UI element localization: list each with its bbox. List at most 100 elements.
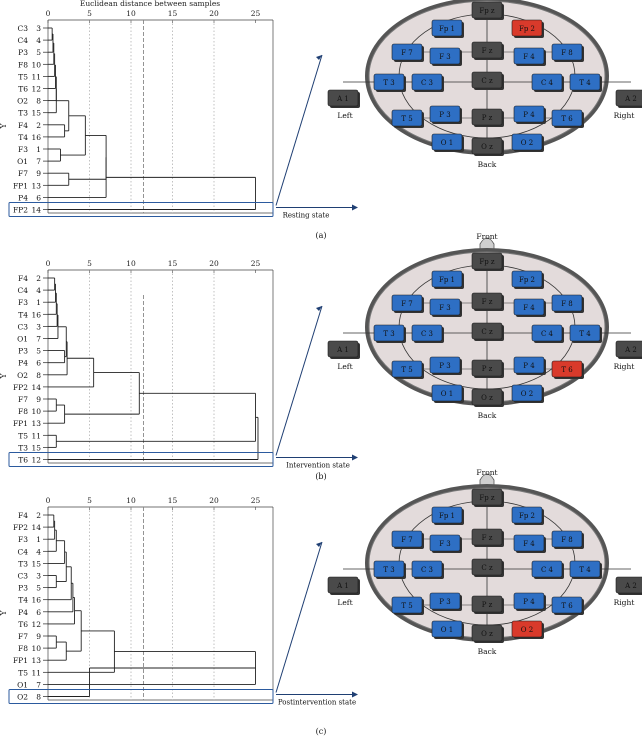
x-tick-label: 5 <box>87 9 92 18</box>
electrode-box <box>615 340 642 358</box>
row-label: T5 <box>18 72 28 81</box>
electrode-box <box>391 109 423 127</box>
electrode-label: A 2 <box>624 582 637 590</box>
electrode-label: O z <box>481 630 493 638</box>
highlight-box <box>8 452 274 467</box>
electrode-p3: P 3 <box>429 356 462 375</box>
electrode-label: C 4 <box>541 330 554 338</box>
electrode-box <box>411 324 443 342</box>
x-tick-label: 20 <box>209 259 219 268</box>
row-label: FP1 <box>13 656 28 665</box>
electrode-box <box>471 624 503 642</box>
row-number: 1 <box>36 145 41 154</box>
electrode-label: O 1 <box>441 139 453 147</box>
electrode-o2: O 2 <box>511 133 544 152</box>
dendrogram-title: Euclidean distance between samples <box>80 0 220 8</box>
y-axis-label: Y <box>0 610 8 617</box>
row-label: T6 <box>18 85 28 94</box>
electrode-label: O 1 <box>441 390 453 398</box>
row-label: FP1 <box>13 419 28 428</box>
row-number: 14 <box>31 523 41 532</box>
x-tick-label: 15 <box>168 9 178 18</box>
row-label: F8 <box>18 60 28 69</box>
row-label: F4 <box>18 274 28 283</box>
electrode-label: T 6 <box>561 115 573 123</box>
row-label: C3 <box>17 572 28 581</box>
row-label: FP2 <box>13 383 28 392</box>
x-tick-label: 5 <box>87 259 92 268</box>
electrode-p3: P 3 <box>429 592 462 611</box>
electrode-box <box>511 620 543 638</box>
electrode-t5: T 5 <box>391 109 424 128</box>
electrode-label: O z <box>481 394 493 402</box>
electrode-box <box>429 356 461 374</box>
electrode-f3: F 3 <box>429 534 462 553</box>
electrode-box <box>431 384 463 402</box>
x-tick-label: 25 <box>251 9 261 18</box>
electrode-label: T 5 <box>401 366 412 374</box>
x-tick-label: 25 <box>251 496 261 505</box>
left-label: Left <box>337 111 352 120</box>
electrode-fpz: Fp z <box>471 252 504 271</box>
electrode-box <box>531 73 563 91</box>
row-label: C4 <box>17 36 28 45</box>
row-number: 13 <box>31 419 41 428</box>
x-tick-label: 25 <box>251 259 261 268</box>
electrode-label: T 5 <box>401 115 412 123</box>
electrode-oz: O z <box>471 137 504 156</box>
row-number: 3 <box>36 322 41 331</box>
electrode-fpz: Fp z <box>471 1 504 20</box>
electrode-box <box>373 73 405 91</box>
electrode-box <box>569 324 601 342</box>
x-tick-label: 10 <box>126 9 136 18</box>
electrode-c3: C 3 <box>411 324 444 343</box>
x-tick-label: 15 <box>168 496 178 505</box>
electrode-p4: P 4 <box>513 356 546 375</box>
row-number: 16 <box>31 310 41 319</box>
electrode-label: F 4 <box>523 53 535 61</box>
electrode-fz: F z <box>471 292 504 311</box>
arrow-up <box>275 305 323 456</box>
electrode-box <box>431 506 463 524</box>
row-label: C4 <box>17 286 28 295</box>
electrode-box <box>511 19 543 37</box>
row-number: 12 <box>31 620 41 629</box>
row-label: P3 <box>18 584 28 593</box>
electrode-box <box>551 109 583 127</box>
row-number: 15 <box>31 443 41 452</box>
electrode-box <box>471 292 503 310</box>
row-label: FP2 <box>13 523 28 532</box>
electrode-label: C z <box>481 564 493 572</box>
row-label: C3 <box>17 24 28 33</box>
electrode-label: T 6 <box>561 602 573 610</box>
electrode-f7: F 7 <box>391 294 424 313</box>
electrode-label: Fp z <box>479 258 495 266</box>
row-number: 11 <box>31 72 41 81</box>
electrode-o1: O 1 <box>431 620 464 639</box>
electrode-box <box>373 324 405 342</box>
electrode-box <box>471 359 503 377</box>
electrode-label: T 5 <box>401 602 412 610</box>
electrode-label: P 4 <box>523 598 535 606</box>
electrode-box <box>531 324 563 342</box>
back-label: Back <box>478 647 497 656</box>
row-label: O1 <box>17 335 28 344</box>
row-number: 4 <box>36 547 41 556</box>
left-label: Left <box>337 362 352 371</box>
x-tick-label: 10 <box>126 259 136 268</box>
electrode-t5: T 5 <box>391 360 424 379</box>
electrode-box <box>429 534 461 552</box>
electrode-label: P 4 <box>523 362 535 370</box>
electrode-box <box>471 108 503 126</box>
electrode-box <box>391 530 423 548</box>
row-label: T3 <box>18 559 28 568</box>
electrode-box <box>429 592 461 610</box>
x-tick-label: 10 <box>126 496 136 505</box>
electrode-fz: F z <box>471 528 504 547</box>
panel-c: 0510152025YF42FP214F31C44T315C33P35T416P… <box>0 468 642 736</box>
arrow-up <box>275 541 323 693</box>
row-label: F3 <box>18 535 28 544</box>
row-label: F3 <box>18 145 28 154</box>
electrode-box <box>513 47 545 65</box>
